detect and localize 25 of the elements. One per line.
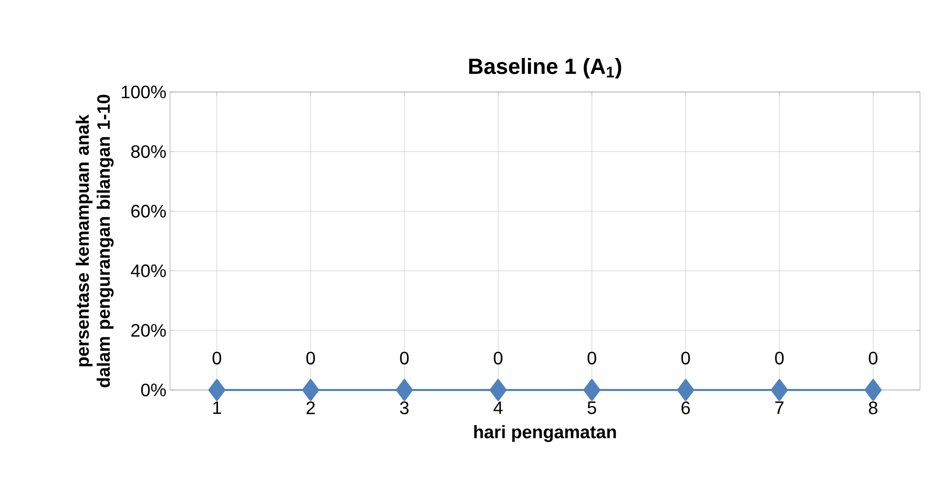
- x-axis-title: hari pengamatan: [474, 425, 616, 442]
- data-label: 0: [588, 352, 596, 364]
- x-tick-label: 7: [775, 402, 784, 414]
- x-tick-label: 5: [588, 402, 596, 414]
- y-tick-label: 80%: [131, 145, 166, 158]
- y-tick-label: 20%: [131, 324, 166, 337]
- x-tick-label: 3: [400, 402, 409, 414]
- y-tick-label: 0%: [141, 384, 166, 396]
- y-tick-label: 60%: [131, 204, 166, 218]
- data-label: 0: [775, 352, 784, 364]
- x-tick-label: 4: [494, 402, 503, 414]
- y-axis-title: persentase kemampuan anak dalam pengurangan bilangan 1-10: [76, 94, 114, 388]
- data-label: 0: [494, 352, 502, 364]
- data-label: 0: [868, 352, 878, 364]
- data-label: 0: [306, 352, 315, 364]
- data-label: 0: [400, 352, 409, 364]
- y-tick-label: 100%: [122, 86, 166, 98]
- data-label: 0: [212, 352, 222, 364]
- x-tick-label: 6: [682, 402, 690, 414]
- x-tick-label: 2: [306, 402, 315, 414]
- data-label: 0: [681, 352, 690, 364]
- x-tick-label: 1: [213, 402, 222, 414]
- y-tick-label: 40%: [130, 264, 166, 278]
- x-tick-label: 8: [868, 402, 878, 414]
- chart-title: Baseline 1 (A$_{1}$): [469, 58, 622, 78]
